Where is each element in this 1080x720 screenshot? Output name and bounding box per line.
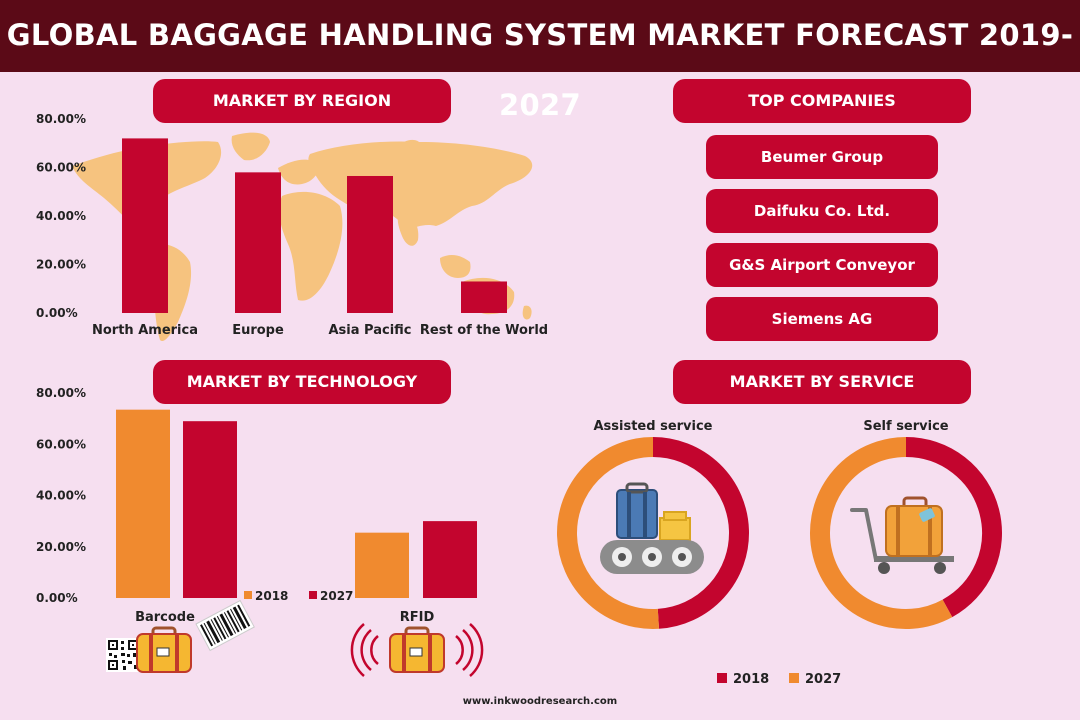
y-tick-label: 20.00% (36, 540, 86, 554)
service-charts: Assisted service Self service 2018 2027 (557, 419, 1002, 687)
company-item: Siemens AG (706, 297, 938, 341)
suitcase-icon (389, 626, 445, 673)
donut-title: Self service (863, 419, 948, 434)
donut-title: Assisted service (593, 419, 712, 434)
barcode-icon (195, 599, 255, 652)
y-tick-label: 0.00% (36, 306, 78, 320)
bar-europe (235, 172, 281, 313)
x-tick-label: Barcode (135, 610, 195, 625)
section-title-service: MARKET BY SERVICE (673, 360, 971, 404)
company-item: Beumer Group (706, 135, 938, 179)
section-title-region: MARKET BY REGION (153, 79, 451, 123)
legend-label: 2027 (320, 589, 353, 603)
legend-label: 2018 (255, 589, 288, 603)
header-banner: GLOBAL BAGGAGE HANDLING SYSTEM MARKET FO… (0, 0, 1080, 122)
y-tick-label: 20.00% (36, 258, 86, 272)
donut-slice-2027 (557, 437, 660, 629)
bar-rfid-2018 (355, 532, 409, 598)
y-tick-label: 80.00% (36, 112, 86, 126)
x-tick-label: Europe (232, 323, 284, 338)
y-tick-label: 40.00% (36, 209, 86, 223)
legend-swatch-2018 (717, 673, 727, 683)
region-chart: 80.00% 60.00% 40.00% 20.00% 0.00% North Ameri… (36, 112, 548, 338)
bar-barcode-2018 (116, 409, 170, 598)
x-tick-label: Asia Pacific (328, 323, 411, 338)
bar-north-america (122, 138, 168, 313)
donut-slice-2018 (652, 437, 749, 629)
legend-label: 2027 (805, 672, 841, 687)
legend-swatch-2027 (309, 591, 317, 599)
conveyor-belt-icon (600, 482, 704, 574)
legend-label: 2018 (733, 672, 769, 687)
rfid-wave-icon (350, 623, 484, 677)
company-item: Daifuku Co. Ltd. (706, 189, 938, 233)
y-tick-label: 60.00% (36, 437, 86, 451)
bar-rest-of-the-world (461, 281, 507, 313)
x-tick-label: Rest of the World (420, 323, 548, 338)
x-tick-label: RFID (400, 610, 435, 625)
suitcase-icon (136, 626, 192, 673)
y-tick-label: 80.00% (36, 386, 86, 400)
luggage-cart-icon (850, 496, 954, 574)
page-title: GLOBAL BAGGAGE HANDLING SYSTEM MARKET FO… (6, 18, 1074, 122)
bar-rfid-2027 (423, 521, 477, 598)
y-tick-label: 40.00% (36, 489, 86, 503)
section-title-technology: MARKET BY TECHNOLOGY (153, 360, 451, 404)
company-item: G&S Airport Conveyor (706, 243, 938, 287)
legend-swatch-2027 (789, 673, 799, 683)
x-tick-label: North America (92, 323, 198, 338)
footer-url[interactable]: www.inkwoodresearch.com (462, 696, 618, 707)
technology-chart: 80.00% 60.00% 40.00% 20.00% 0.00% Barcode RFID… (36, 386, 477, 625)
y-tick-label: 60.00% (36, 161, 86, 175)
qr-code-icon (106, 638, 140, 672)
section-title-companies: TOP COMPANIES (673, 79, 971, 123)
bar-barcode-2027 (183, 421, 237, 598)
bar-asia-pacific (347, 175, 393, 313)
legend-swatch-2018 (244, 591, 252, 599)
y-tick-label: 0.00% (36, 591, 78, 605)
donut-slice-2027 (810, 437, 953, 629)
donut-slice-2018 (905, 437, 1002, 618)
